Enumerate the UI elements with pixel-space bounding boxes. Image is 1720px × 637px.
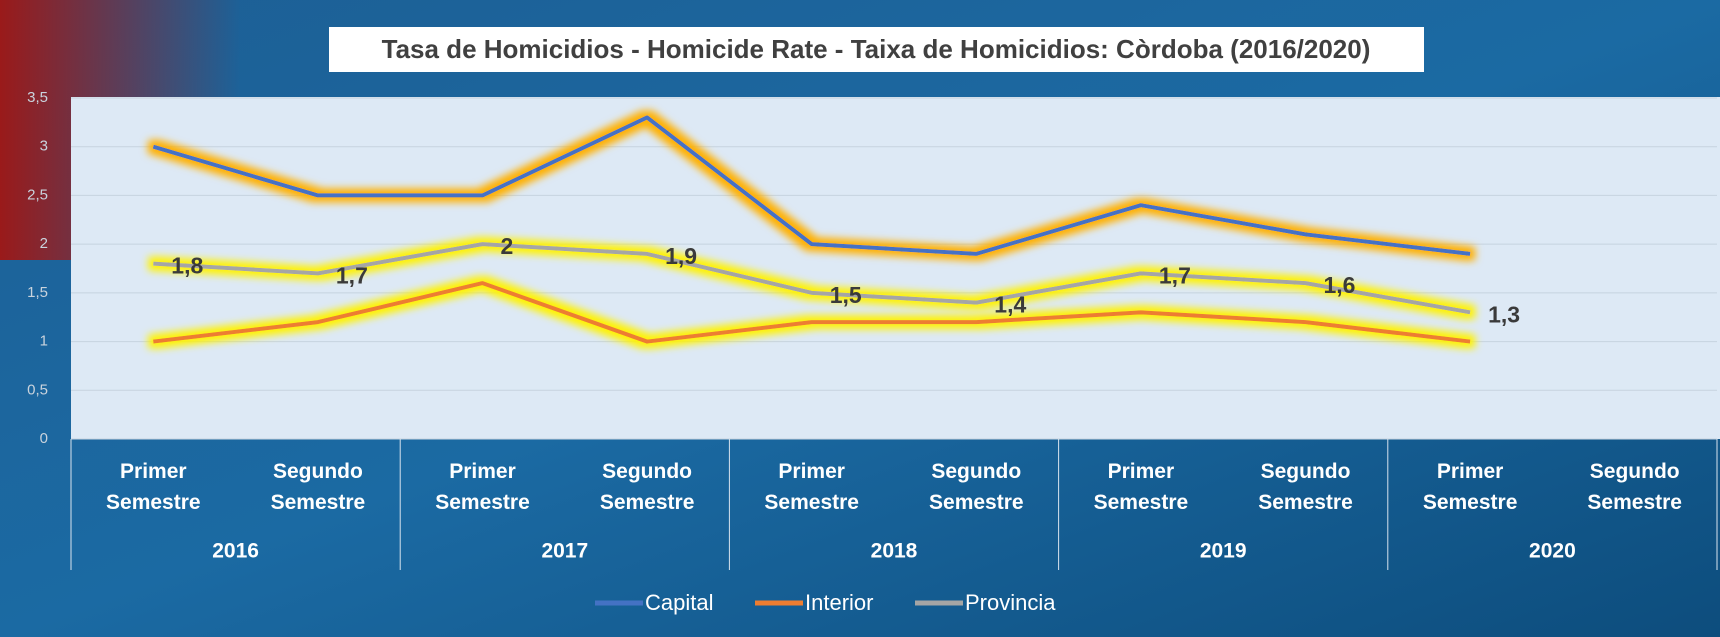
data-label: 1,6 — [1324, 272, 1356, 298]
chart: Tasa de Homicidios - Homicide Rate - Tai… — [0, 0, 1720, 637]
data-label: 1,5 — [830, 282, 862, 308]
y-tick-label: 1,5 — [27, 284, 48, 301]
plot-area — [71, 97, 1720, 439]
y-tick-label: 2,5 — [27, 186, 48, 203]
legend-label: Provincia — [965, 590, 1056, 615]
legend-label: Capital — [645, 590, 713, 615]
x-group-label: 2020 — [1529, 540, 1576, 563]
x-group-label: 2019 — [1200, 540, 1247, 563]
y-tick-label: 2 — [40, 235, 48, 252]
chart-title: Tasa de Homicidios - Homicide Rate - Tai… — [382, 34, 1371, 64]
data-label: 1,4 — [994, 292, 1026, 318]
data-label: 1,7 — [336, 262, 368, 288]
legend-label: Interior — [805, 590, 873, 615]
y-tick-label: 1 — [40, 333, 48, 350]
y-tick-label: 0,5 — [27, 381, 48, 398]
page: {"chart_data": {"type": "line", "title":… — [0, 0, 1720, 637]
data-label: 2 — [501, 233, 514, 259]
y-tick-label: 0 — [40, 430, 48, 447]
x-group-label: 2017 — [541, 540, 588, 563]
y-tick-label: 3,5 — [27, 89, 48, 106]
data-label: 1,8 — [171, 253, 203, 279]
y-tick-label: 3 — [40, 138, 48, 155]
data-label: 1,9 — [665, 243, 697, 269]
x-group-label: 2016 — [212, 540, 259, 563]
data-label: 1,7 — [1159, 262, 1191, 288]
x-group-label: 2018 — [871, 540, 918, 563]
data-label: 1,3 — [1488, 301, 1520, 327]
